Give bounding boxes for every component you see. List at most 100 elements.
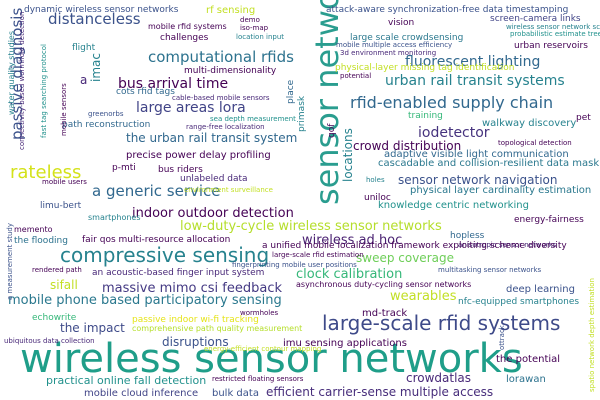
word: computational rfids (148, 48, 294, 66)
word: iso-map (240, 24, 269, 32)
word: greenorbs (88, 110, 124, 118)
word: demo (240, 16, 260, 24)
word: wireless sensor network scale (506, 23, 600, 31)
word: distanceless (48, 10, 141, 28)
word: crowd distribution (353, 139, 461, 153)
word: cascadable and collision-resilient data … (378, 158, 600, 169)
word: large areas lora (136, 100, 246, 116)
word: uniloc (364, 193, 391, 203)
word: spatio network depth estimation (588, 278, 596, 392)
word: screen-camera links (490, 14, 581, 24)
word: compressive sensing (60, 243, 269, 267)
word: a generic service (92, 182, 221, 200)
word: rendered path (32, 266, 82, 274)
word: sensor network navigation (398, 173, 557, 187)
word: mobile multiple access efficiency (336, 41, 452, 49)
word: walkway discovery (482, 118, 576, 129)
word: challenges (160, 33, 209, 43)
word: 3d environment monitoring (340, 49, 436, 57)
word: the impact (60, 321, 125, 335)
word: sensor networks (308, 0, 346, 205)
word: precise power delay profiling (126, 150, 271, 161)
word: sea depth measurement (210, 115, 296, 123)
word: cable-based mobile sensors (172, 94, 270, 102)
word: rfid-enabled supply chain (350, 93, 553, 112)
word: deep learning (506, 284, 575, 295)
word: holes (366, 176, 385, 184)
word: mobile sensors (60, 83, 68, 136)
word: mobile cloud inference (84, 388, 198, 399)
word: lorawan (506, 374, 546, 385)
word: bus riders (158, 165, 203, 175)
word: knowledge centric networking (378, 200, 529, 211)
word: comprehensive path quality measurement (132, 324, 302, 333)
word: multitasking sensor networks (438, 266, 542, 274)
word: ottrack (498, 324, 506, 350)
word: rateless (10, 162, 81, 183)
word: wearables (390, 289, 457, 304)
word: locations (341, 128, 355, 182)
word: passive diagnosis (8, 8, 26, 140)
word: urban rail transit systems (385, 73, 565, 89)
word: an acoustic-based finger input system (92, 268, 264, 278)
word: connectivity-based wormhole detection (18, 12, 26, 150)
word: mobile users (42, 178, 87, 186)
word: crowdatlas (406, 371, 471, 385)
word: anisotropic sensor networks (458, 241, 557, 249)
word: massive mimo csi feedback (102, 281, 282, 296)
word: dynamic wireless sensor networks (24, 5, 179, 15)
word: flight (72, 43, 96, 53)
word: energy-efficient contour mapping (204, 345, 321, 353)
word: practical online fall detection (46, 374, 206, 387)
word: fast tag searching protocol (40, 44, 48, 138)
word: a (80, 73, 87, 87)
word: unlabeled data (180, 174, 248, 184)
word: physical-layer missing tag identificatio… (335, 63, 514, 73)
word: large-scale rfid estimation (272, 251, 364, 259)
word: large scale crowdsensing (350, 33, 463, 43)
word: bulk data (212, 388, 259, 399)
word: hopless (450, 231, 485, 241)
word: restricted floating sensors (212, 375, 304, 383)
word: training (408, 111, 443, 121)
word: limu-bert (40, 201, 82, 211)
word: multi-dimensionality (184, 66, 277, 76)
word: large-scale rfid systems (322, 311, 560, 335)
word: topological detection (498, 139, 572, 147)
word: rf sensing (206, 5, 255, 16)
word: a measurement study (6, 223, 14, 300)
word: location input (236, 33, 284, 41)
word: nfc-equipped smartphones (458, 297, 579, 307)
word: pet (576, 113, 591, 123)
word: fair qos multi-resource allocation (82, 235, 230, 245)
word: primask (297, 95, 307, 132)
word: efficient carrier-sense multiple access (266, 385, 493, 399)
word: a unified mobile localization framework … (262, 241, 567, 251)
word: attack-aware synchronization-free data t… (326, 5, 568, 15)
word: the potential (496, 354, 560, 365)
word: iodetector (418, 125, 490, 141)
word: mobile rfid systems (148, 22, 227, 31)
word: disruptions (162, 335, 229, 349)
word: the urban rail transit system (126, 131, 297, 145)
word: sweep coverage (356, 251, 454, 265)
word: qof (327, 123, 337, 138)
word: imu sensing applications (283, 338, 407, 349)
word: environment surveillance (184, 186, 273, 194)
word: smartphones (88, 213, 141, 222)
word: ubiquitous data collection (4, 337, 95, 345)
word: low-duty-cycle wireless sensor networks (180, 219, 442, 234)
word: probabilistic estimate tree (510, 30, 600, 38)
word: mobile phone based participatory sensing (8, 293, 282, 308)
word: vision (388, 18, 414, 28)
word: passive indoor wi-fi tracking (132, 315, 259, 325)
word: range-free localization (186, 123, 265, 131)
word: the flooding (14, 236, 68, 246)
word: adaptive visible light communication (384, 149, 569, 160)
word: urban reservoirs (514, 41, 588, 51)
word: echowrite (32, 313, 77, 323)
word: memento (14, 225, 53, 234)
word: energy-fairness (514, 215, 584, 225)
